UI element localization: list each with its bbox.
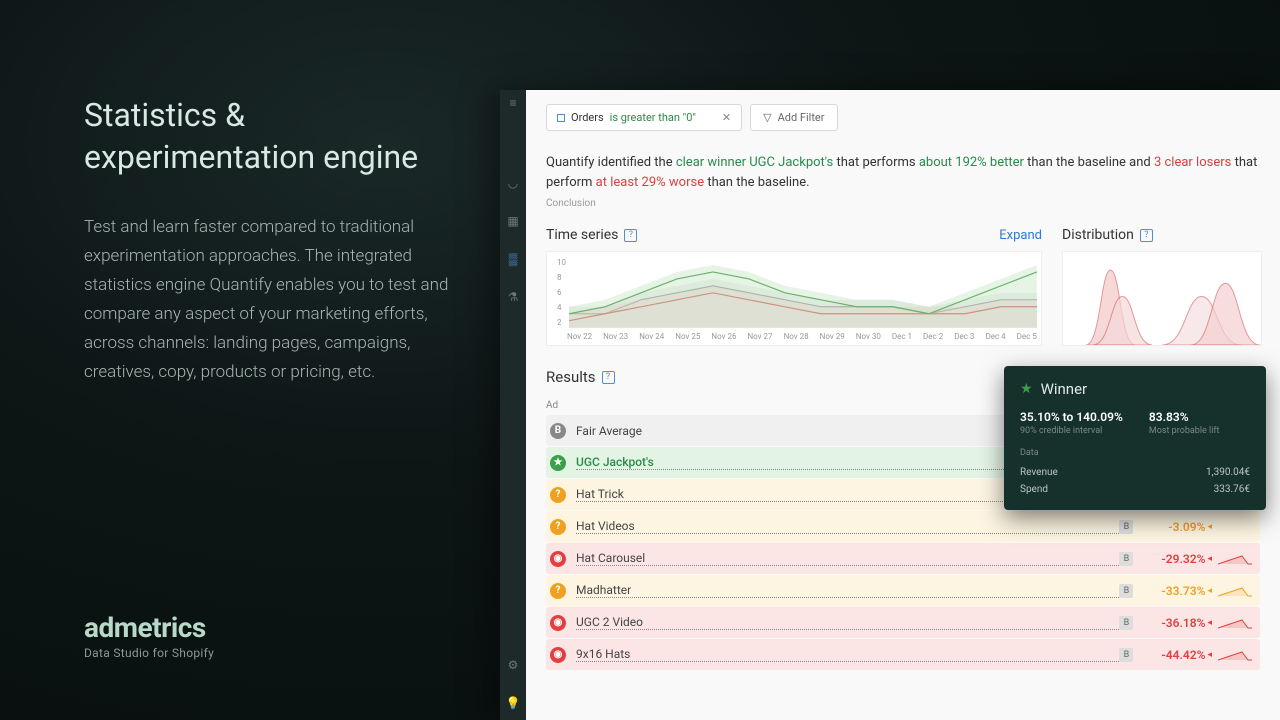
popover-val: 1,390.04€: [1206, 467, 1250, 478]
summary-winner: clear winner UGC Jackpot's: [676, 155, 833, 170]
body-text: Test and learn faster compared to tradit…: [84, 213, 450, 386]
timeseries-chart: 108642 Nov 22Nov 23Nov 24Nov 25Nov 26Nov…: [546, 251, 1042, 346]
baseline-badge: B: [1119, 648, 1133, 662]
ts-y-axis: 108642: [557, 258, 566, 327]
timeseries-title: Time series: [546, 227, 618, 243]
dashboard-icon[interactable]: ◡: [506, 176, 520, 190]
popover-data-row: Spend 333.76€: [1020, 481, 1250, 498]
status-dot: ?: [550, 583, 566, 599]
status-dot: ◉: [550, 615, 566, 631]
lift-value: -36.18%: [1141, 616, 1205, 630]
baseline-badge: B: [1119, 616, 1133, 630]
status-dot: ?: [550, 487, 566, 503]
table-row[interactable]: ?Hat VideosB-3.09%◂: [546, 511, 1260, 542]
add-filter-label: Add Filter: [778, 111, 825, 124]
popover-data-label: Data: [1020, 448, 1250, 458]
summary-loser: 3 clear losers: [1154, 155, 1231, 170]
distribution-chart: [1062, 251, 1262, 346]
summary-suffix: than the baseline.: [704, 175, 809, 190]
table-row[interactable]: ◉9x16 HatsB-44.42%◂: [546, 639, 1260, 670]
filter-field: Orders: [571, 111, 604, 124]
col-ad: Ad: [546, 400, 1070, 411]
winner-popover: ★ Winner 35.10% to 140.09% 90% credible …: [1004, 366, 1266, 510]
main-content: Orders is greater than "0" ✕ ▽ Add Filte…: [526, 90, 1280, 720]
distribution-title: Distribution: [1062, 227, 1134, 243]
help-icon[interactable]: ?: [602, 371, 615, 384]
filter-icon: ▽: [763, 111, 771, 124]
brand-block: admetrics Data Studio for Shopify: [84, 611, 214, 660]
menu-icon[interactable]: ≡: [506, 96, 520, 110]
app-shell: ≡ ◡ ▦ ▒ ⚗ ⚙ 💡 Orders is greater than "0"…: [500, 90, 1280, 720]
ts-x-axis: Nov 22Nov 23Nov 24Nov 25Nov 26Nov 27Nov …: [567, 332, 1037, 341]
summary-text: Quantify identified the clear winner UGC…: [546, 145, 1260, 194]
status-dot: ◉: [550, 647, 566, 663]
grid-icon[interactable]: ▒: [506, 252, 520, 266]
row-name: 9x16 Hats: [576, 647, 1119, 662]
row-name: Madhatter: [576, 583, 1119, 598]
summary-m1: that performs: [833, 155, 919, 170]
help-icon[interactable]: ?: [624, 229, 637, 242]
timeseries-block: Time series ? Expand 108642 Nov 22Nov 23…: [546, 227, 1042, 346]
summary-prefix: Quantify identified the: [546, 155, 676, 170]
status-dot: ★: [550, 455, 566, 471]
lift-value: -3.09%: [1141, 520, 1205, 534]
popover-range-label: 90% credible interval: [1020, 426, 1123, 436]
add-filter-button[interactable]: ▽ Add Filter: [750, 104, 837, 131]
lift-value: -29.32%: [1141, 552, 1205, 566]
lift-value: -44.42%: [1141, 648, 1205, 662]
popover-title: Winner: [1041, 380, 1088, 398]
row-name: Hat Carousel: [576, 551, 1119, 566]
marketing-panel: Statistics & experimentation engine Test…: [0, 0, 500, 720]
sparkline: [1218, 616, 1252, 630]
summary-winner-pct: about 192% better: [919, 155, 1024, 170]
dist-svg: [1063, 252, 1261, 345]
popover-val: 333.76€: [1214, 484, 1250, 495]
calendar-icon[interactable]: ▦: [506, 214, 520, 228]
popover-range: 35.10% to 140.09%: [1020, 410, 1123, 424]
table-row[interactable]: ◉Hat CarouselB-29.32%◂: [546, 543, 1260, 574]
expand-link[interactable]: Expand: [999, 228, 1042, 243]
filter-chip-orders[interactable]: Orders is greater than "0" ✕: [546, 104, 742, 131]
filter-condition: is greater than "0": [610, 111, 696, 124]
sparkline: [1218, 552, 1252, 566]
brand-tagline: Data Studio for Shopify: [84, 646, 214, 660]
conclusion-label: Conclusion: [546, 198, 1260, 209]
sparkline: [1218, 648, 1252, 662]
ts-svg: [569, 258, 1037, 328]
baseline-badge: B: [1119, 520, 1133, 534]
hint-icon[interactable]: 💡: [506, 696, 520, 710]
popover-key: Revenue: [1020, 467, 1058, 478]
charts-row: Time series ? Expand 108642 Nov 22Nov 23…: [546, 227, 1260, 346]
table-row[interactable]: ?MadhatterB-33.73%◂: [546, 575, 1260, 606]
status-dot: B: [550, 423, 566, 439]
filter-color-swatch: [557, 114, 565, 122]
baseline-badge: B: [1119, 552, 1133, 566]
distribution-block: Distribution ?: [1062, 227, 1262, 346]
popover-rows: Revenue 1,390.04€ Spend 333.76€: [1020, 464, 1250, 498]
status-dot: ◉: [550, 551, 566, 567]
star-icon: ★: [1020, 381, 1033, 397]
experiment-icon[interactable]: ⚗: [506, 290, 520, 304]
popover-prob-label: Most probable lift: [1149, 426, 1220, 436]
sparkline: [1218, 584, 1252, 598]
brand-name: admetrics: [84, 611, 214, 644]
row-name: Hat Videos: [576, 519, 1119, 534]
table-row[interactable]: ◉UGC 2 VideoB-36.18%◂: [546, 607, 1260, 638]
results-title: Results: [546, 368, 596, 386]
baseline-badge: B: [1119, 584, 1133, 598]
row-name: UGC 2 Video: [576, 615, 1119, 630]
lift-value: -33.73%: [1141, 584, 1205, 598]
popover-data-row: Revenue 1,390.04€: [1020, 464, 1250, 481]
filter-bar: Orders is greater than "0" ✕ ▽ Add Filte…: [546, 90, 1260, 145]
summary-loser-pct: at least 29% worse: [596, 175, 704, 190]
settings-icon[interactable]: ⚙: [506, 658, 520, 672]
close-icon[interactable]: ✕: [722, 111, 731, 124]
popover-key: Spend: [1020, 484, 1048, 495]
summary-m2: than the baseline and: [1024, 155, 1154, 170]
popover-prob: 83.83%: [1149, 410, 1220, 424]
help-icon[interactable]: ?: [1140, 229, 1153, 242]
status-dot: ?: [550, 519, 566, 535]
nav-rail: ≡ ◡ ▦ ▒ ⚗ ⚙ 💡: [500, 90, 526, 720]
headline: Statistics & experimentation engine: [84, 95, 450, 178]
